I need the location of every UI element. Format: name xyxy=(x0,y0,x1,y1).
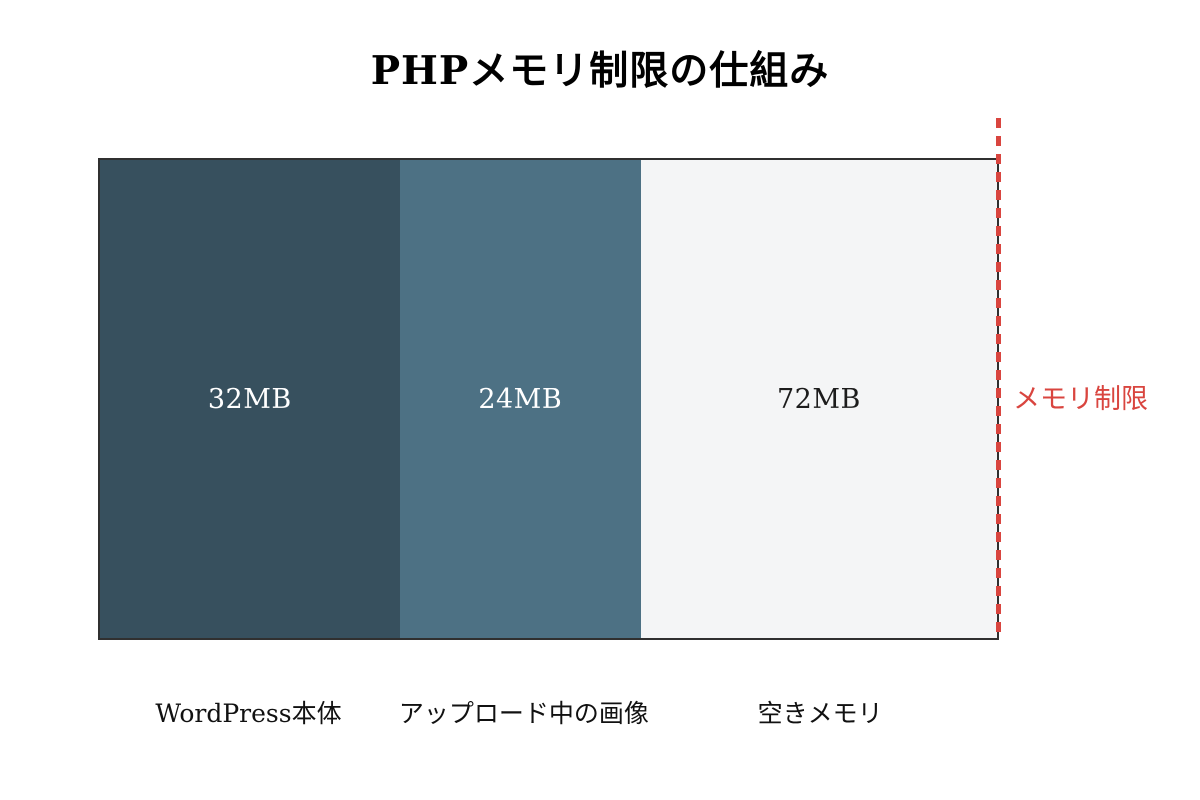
segment-value-label: 72MB xyxy=(777,383,861,415)
segment-label-uploading-image: アップロード中の画像 xyxy=(398,699,649,728)
bar-segment-free-memory: 72MB xyxy=(640,160,997,638)
segment-value-label: 24MB xyxy=(478,383,563,415)
segment-label-wordpress-core: WordPress本体 xyxy=(155,699,342,728)
segment-label-free-memory: 空きメモリ xyxy=(757,699,883,728)
memory-bar: 32MB 24MB 72MB xyxy=(98,158,999,640)
segment-value-label: 32MB xyxy=(207,383,292,415)
memory-limit-label: メモリ制限 xyxy=(1013,384,1148,415)
figure-title: PHPメモリ制限の仕組み xyxy=(370,48,830,94)
bar-segment-uploading-image: 24MB xyxy=(399,160,641,638)
bar-segment-wordpress-core: 32MB xyxy=(100,160,400,638)
memory-limit-dashed-line xyxy=(996,118,1001,640)
segment-labels-row: WordPress本体 アップロード中の画像 空きメモリ xyxy=(98,694,999,730)
